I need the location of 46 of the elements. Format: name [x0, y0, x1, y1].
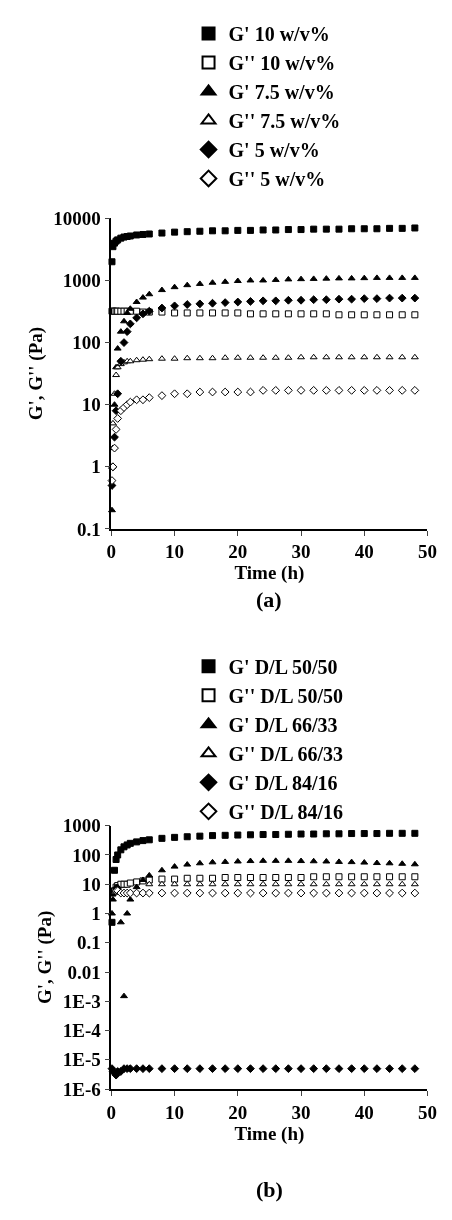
legend-label: G'' D/L 66/33 — [228, 743, 344, 766]
x-tick-label: 20 — [228, 1101, 248, 1123]
x-tick-label: 50 — [418, 541, 437, 563]
x-tick-label: 40 — [354, 541, 374, 563]
y-tick-label: 100 — [72, 844, 101, 866]
x-tick-label: 30 — [291, 541, 311, 563]
legend-label: G'' 5 w/v% — [228, 168, 326, 191]
y-tick-label: 0.1 — [77, 518, 101, 540]
y-axis-title: G', G'' (Pa) — [24, 326, 47, 421]
x-axis-title: Time (h) — [234, 1122, 305, 1145]
legend-label: G' D/L 50/50 — [228, 656, 338, 679]
x-tick-label: 10 — [165, 541, 185, 563]
text: (a) — [256, 587, 282, 612]
y-tick-label: 1000 — [62, 270, 101, 292]
y-tick-label: 100 — [72, 332, 101, 354]
x-tick-label: 30 — [291, 1101, 311, 1123]
x-tick-label: 0 — [106, 1101, 117, 1123]
x-tick-label: 0 — [106, 541, 117, 563]
legend-label: G' D/L 84/16 — [228, 772, 338, 795]
x-tick-label: 10 — [165, 1101, 185, 1123]
y-tick-label: 1E-5 — [62, 1049, 101, 1071]
legend-label: G' 7.5 w/v% — [228, 81, 335, 104]
y-tick-label: 1000 — [62, 815, 101, 837]
legend-label: G' D/L 66/33 — [228, 714, 338, 737]
y-tick-label: 10000 — [53, 208, 101, 229]
legend-label: G'' 10 w/v% — [228, 52, 336, 75]
x-tick-label: 50 — [418, 1101, 437, 1123]
legend-label: G'' D/L 84/16 — [228, 801, 344, 824]
y-tick-label: 0.1 — [77, 932, 101, 954]
y-tick-label: 0.01 — [67, 961, 101, 983]
x-tick-label: 20 — [228, 541, 248, 563]
x-axis-title: Time (h) — [234, 562, 305, 585]
y-tick-label: 1 — [91, 456, 101, 478]
y-axis-title: G', G'' (Pa) — [34, 910, 57, 1005]
text: (b) — [256, 1177, 283, 1202]
y-tick-label: 10 — [81, 873, 101, 895]
y-tick-label: 1E-3 — [62, 990, 101, 1012]
x-tick-label: 40 — [354, 1101, 374, 1123]
y-tick-label: 1 — [91, 903, 101, 925]
y-tick-label: 10 — [81, 394, 101, 416]
legend-label: G' 5 w/v% — [228, 139, 320, 162]
y-tick-label: 1E-4 — [62, 1020, 102, 1042]
y-tick-label: 1E-6 — [62, 1078, 101, 1100]
legend-label: G' 10 w/v% — [228, 23, 330, 46]
legend-label: G'' 7.5 w/v% — [228, 110, 341, 133]
legend-label: G'' D/L 50/50 — [228, 685, 344, 708]
